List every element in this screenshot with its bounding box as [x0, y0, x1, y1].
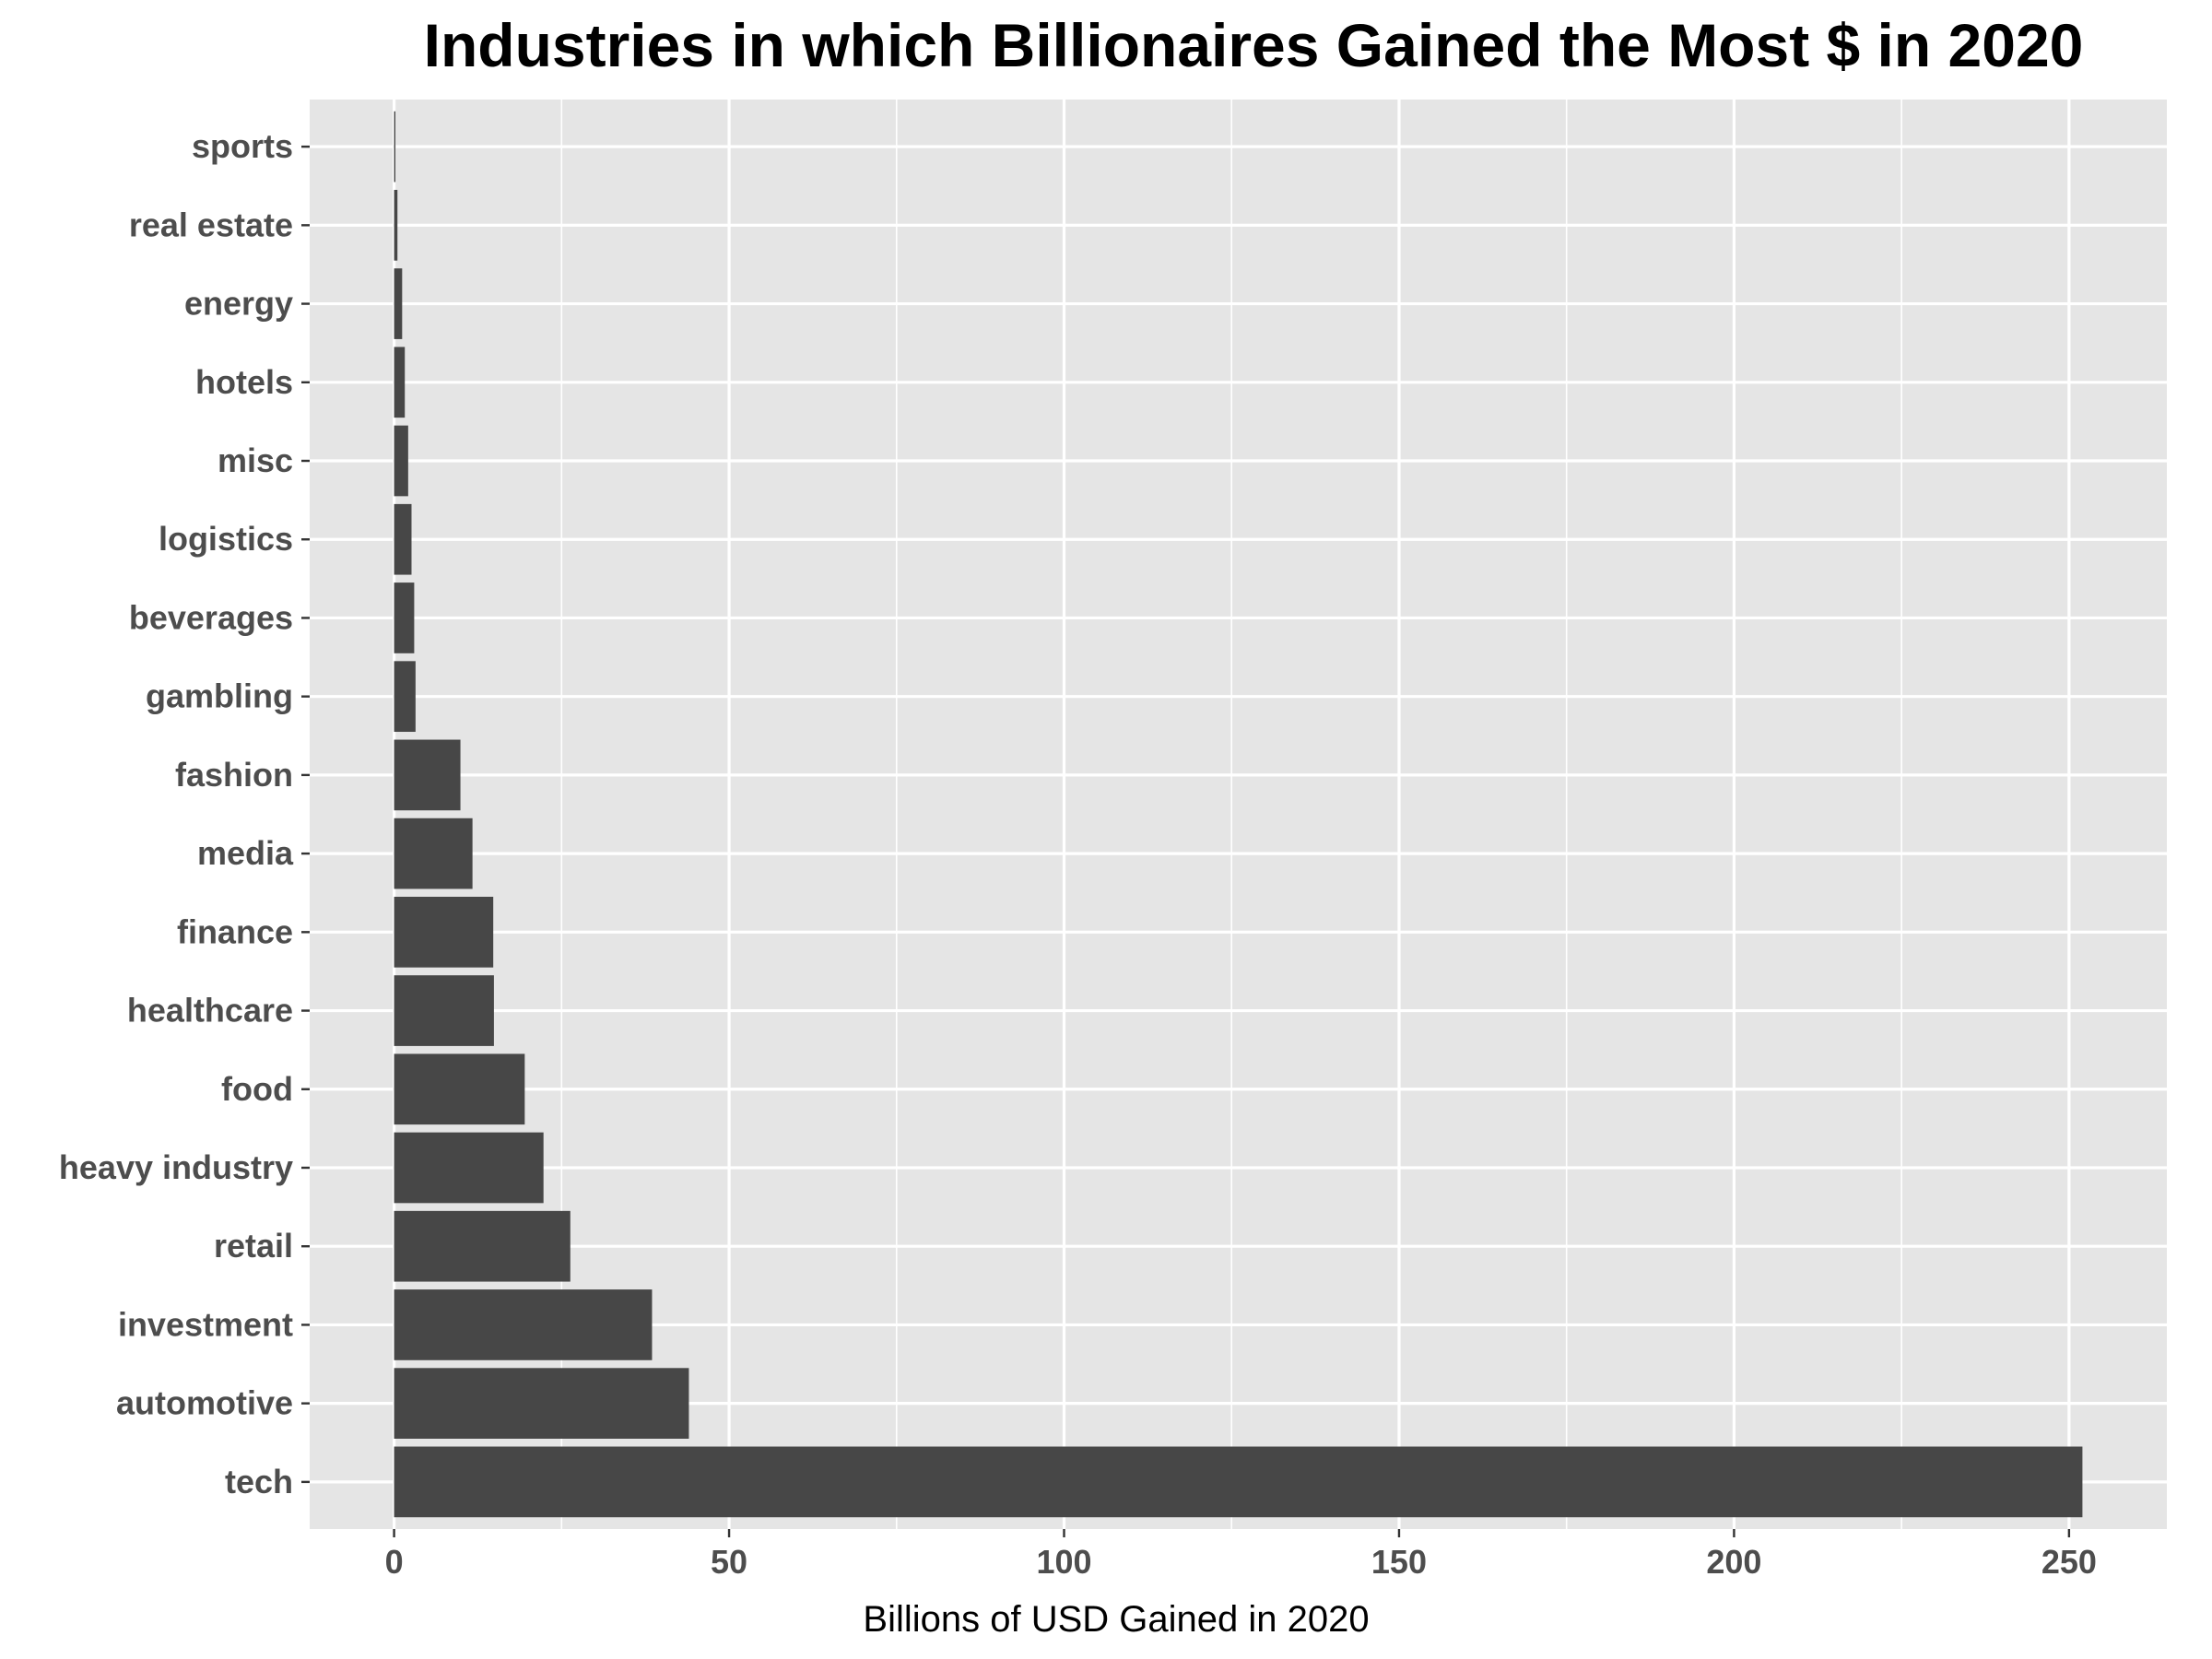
bars — [394, 111, 2083, 1518]
bar-investment — [394, 1289, 653, 1360]
x-tick-label: 100 — [1036, 1543, 1091, 1581]
x-tick-label: 250 — [2041, 1543, 2097, 1581]
bar-media — [394, 818, 473, 889]
y-tick-label: hotels — [195, 363, 293, 401]
bar-energy — [394, 268, 403, 339]
gridlines — [310, 100, 2167, 1529]
bar-healthcare — [394, 975, 494, 1046]
y-tick-label: beverages — [129, 598, 293, 636]
y-tick-label: healthcare — [127, 992, 293, 1030]
y-tick-label: media — [197, 834, 294, 872]
bar-logistics — [394, 503, 412, 575]
bar-gambling — [394, 661, 416, 733]
y-tick-label: food — [221, 1070, 293, 1108]
y-tick-label: fashion — [175, 756, 293, 794]
x-tick-label: 0 — [385, 1543, 404, 1581]
bar-retail — [394, 1210, 571, 1282]
x-tick-label: 150 — [1371, 1543, 1427, 1581]
bar-misc — [394, 425, 408, 497]
bar-heavy-industry — [394, 1132, 544, 1204]
bar-tech — [394, 1446, 2083, 1518]
chart-title: Industries in which Billionaires Gained … — [424, 11, 2084, 79]
x-tick-label: 200 — [1706, 1543, 1761, 1581]
bar-finance — [394, 896, 494, 968]
y-tick-label: logistics — [159, 520, 293, 558]
y-tick-label: retail — [214, 1227, 293, 1265]
bar-beverages — [394, 582, 415, 653]
y-tick-label: sports — [192, 127, 293, 165]
y-tick-label: automotive — [116, 1384, 293, 1422]
bar-fashion — [394, 739, 461, 811]
y-tick-label: real estate — [129, 206, 293, 243]
y-tick-label: energy — [184, 285, 293, 323]
bar-automotive — [394, 1368, 689, 1439]
bar-real-estate — [394, 190, 398, 261]
y-tick-label: investment — [118, 1305, 293, 1343]
bar-sports — [394, 111, 396, 182]
y-axis: tech automotive investment retail heavy indu… — [59, 127, 310, 1500]
y-tick-label: misc — [218, 441, 293, 479]
x-axis: 0 50 100 150 200 250 — [385, 1529, 2097, 1581]
y-tick-label: gambling — [146, 677, 293, 715]
y-tick-label: tech — [225, 1463, 293, 1500]
bar-hotels — [394, 347, 406, 418]
y-tick-label: heavy industry — [59, 1148, 293, 1186]
x-axis-title: Billions of USD Gained in 2020 — [863, 1599, 1369, 1640]
x-tick-label: 50 — [711, 1543, 747, 1581]
bar-food — [394, 1053, 525, 1125]
y-tick-label: finance — [177, 912, 293, 950]
